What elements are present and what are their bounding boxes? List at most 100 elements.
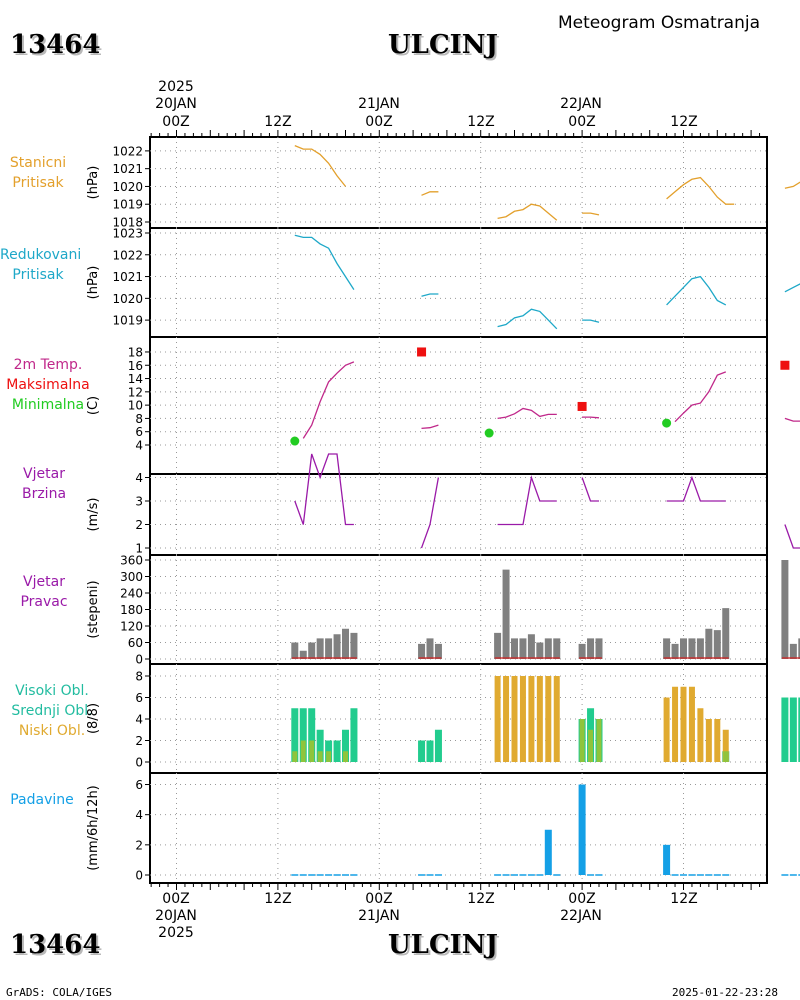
station-name-bottom: ULCINJ bbox=[388, 930, 498, 960]
wind-direction-bar bbox=[781, 560, 789, 659]
high-cloud-bar bbox=[342, 729, 349, 762]
y-tick-label: 1019 bbox=[112, 198, 143, 212]
top-hour-3: 00Z bbox=[365, 114, 393, 130]
wind-direction-bar bbox=[333, 634, 341, 659]
y-tick-label: 1020 bbox=[112, 292, 143, 306]
y-tick-label: 0 bbox=[135, 653, 143, 667]
mid-cloud-bar bbox=[300, 740, 306, 762]
y-tick-label: 2 bbox=[135, 734, 143, 748]
y-tick-label: 2 bbox=[135, 838, 143, 852]
y-tick-label: 60 bbox=[128, 636, 143, 650]
wind-speed-line bbox=[581, 477, 599, 502]
wind-direction-bar bbox=[663, 638, 671, 659]
temperature-line bbox=[674, 371, 727, 423]
axis-unit-label: (hPa) bbox=[86, 166, 101, 200]
y-tick-label: 0 bbox=[135, 869, 143, 883]
top-date-2: 21JAN bbox=[358, 96, 400, 112]
label-temperature: 2m Temp. Maksimalna Minimalna bbox=[0, 355, 96, 415]
high-cloud-bar bbox=[308, 708, 316, 762]
high-cloud-bar bbox=[350, 708, 358, 762]
low-cloud-bar bbox=[697, 708, 704, 762]
wind-speed-line bbox=[666, 475, 726, 502]
temperature-line bbox=[497, 407, 557, 420]
top-hour-4: 12Z bbox=[467, 114, 495, 130]
precipitation-bar bbox=[494, 874, 502, 876]
y-tick-label: 1018 bbox=[112, 216, 143, 230]
low-cloud-bar bbox=[494, 676, 501, 762]
wind-direction-bar bbox=[316, 638, 324, 659]
y-tick-label: 6 bbox=[135, 425, 143, 439]
y-tick-label: 180 bbox=[120, 603, 143, 617]
precipitation-bar bbox=[299, 874, 307, 876]
wind-direction-bar bbox=[544, 638, 552, 659]
label-station-pressure-1: Stanicni bbox=[9, 155, 67, 171]
low-cloud-bar bbox=[519, 676, 526, 762]
wind-direction-bar bbox=[587, 638, 595, 659]
y-tick-label: 0 bbox=[135, 756, 143, 770]
temperature-line bbox=[582, 416, 600, 419]
axis-unit-label: (m/s) bbox=[86, 498, 101, 532]
precipitation-bar bbox=[342, 874, 349, 876]
mid-cloud-bar bbox=[309, 740, 315, 762]
high-cloud-bar bbox=[781, 697, 789, 762]
mid-cloud-bar bbox=[596, 719, 602, 762]
precipitation-bar bbox=[663, 844, 671, 875]
generated-timestamp: 2025-01-22-23:28 bbox=[672, 986, 778, 999]
low-cloud-bar bbox=[680, 686, 687, 762]
top-date-1: 20JAN bbox=[155, 96, 197, 112]
credit: GrADS: COLA/IGES bbox=[6, 986, 112, 999]
station-pressure-line bbox=[294, 144, 347, 187]
y-tick-label: 16 bbox=[128, 359, 143, 373]
high-cloud-bar bbox=[316, 729, 324, 762]
station-pressure-line bbox=[784, 181, 800, 189]
max-temp-marker bbox=[577, 401, 587, 411]
precipitation-bar bbox=[536, 874, 544, 876]
bottom-date-1: 20JAN bbox=[155, 908, 197, 924]
high-cloud-bar bbox=[798, 697, 800, 762]
wind-direction-bar bbox=[291, 642, 299, 659]
label-precipitation: Padavine bbox=[0, 790, 84, 810]
axis-unit-label: (mm/6h/12h) bbox=[86, 785, 101, 871]
bottom-hour-2: 12Z bbox=[264, 891, 292, 907]
mid-cloud-bar bbox=[723, 751, 729, 762]
station-name-top: ULCINJ bbox=[388, 30, 498, 60]
mid-cloud-bar bbox=[588, 729, 594, 762]
precipitation-bar bbox=[316, 874, 324, 876]
min-temp-marker bbox=[484, 428, 494, 438]
y-tick-label: 3 bbox=[135, 495, 143, 509]
y-tick-label: 4 bbox=[135, 713, 143, 727]
precipitation-bar bbox=[308, 874, 316, 876]
y-tick-label: 1021 bbox=[112, 162, 143, 176]
wind-direction-bar bbox=[418, 643, 426, 659]
y-tick-label: 300 bbox=[120, 570, 143, 584]
label-wind-speed-1: Vjetar bbox=[23, 466, 65, 482]
precipitation-bar bbox=[544, 829, 552, 875]
label-cloud-low: Niski Obl. bbox=[18, 723, 86, 739]
high-cloud-bar bbox=[434, 729, 442, 762]
top-date-3: 22JAN bbox=[560, 96, 602, 112]
wind-direction-bar bbox=[696, 638, 704, 659]
precipitation-bar bbox=[578, 784, 586, 875]
low-cloud-bar bbox=[545, 676, 552, 762]
precipitation-bar bbox=[587, 874, 595, 876]
wind-direction-bar bbox=[308, 642, 316, 659]
precipitation-bar bbox=[789, 874, 797, 876]
low-cloud-bar bbox=[714, 719, 721, 762]
bottom-hour-1: 00Z bbox=[162, 891, 190, 907]
y-tick-label: 1023 bbox=[112, 227, 143, 241]
product-title: Meteogram Osmatranja bbox=[558, 13, 761, 33]
wind-direction-bar bbox=[671, 643, 679, 659]
precipitation-bar bbox=[511, 874, 518, 876]
bottom-date-3: 22JAN bbox=[560, 908, 602, 924]
label-cloud-high: Visoki Obl. bbox=[15, 683, 89, 699]
precipitation-bar bbox=[688, 874, 696, 876]
low-cloud-bar bbox=[528, 676, 535, 762]
precipitation-bar bbox=[325, 874, 333, 876]
station-pressure-line bbox=[421, 191, 439, 196]
station-pressure-line bbox=[497, 203, 558, 221]
label-station-pressure-2: Pritisak bbox=[12, 175, 64, 191]
wind-speed-line bbox=[294, 453, 354, 526]
label-temp-min: Minimalna bbox=[11, 397, 85, 413]
y-tick-label: 6 bbox=[135, 778, 143, 792]
label-wind-direction-1: Vjetar bbox=[23, 574, 65, 590]
